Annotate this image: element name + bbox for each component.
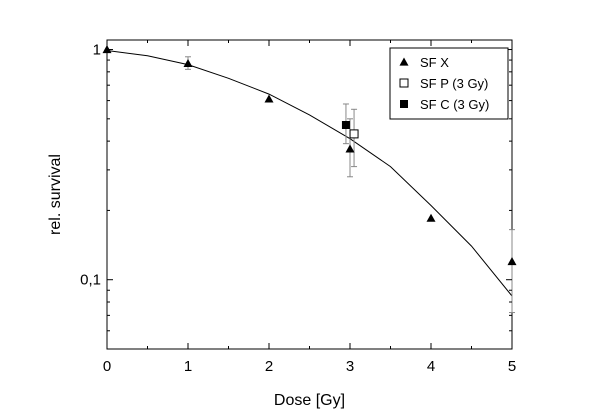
legend-label: SF X [420, 55, 449, 70]
y-tick-label: 1 [93, 42, 101, 59]
x-tick-label: 4 [427, 358, 435, 375]
data-point [426, 213, 436, 222]
axis-ticks-layer: 0 1 2 3 4 5 1 0,1 [80, 40, 516, 375]
x-tick-label: 3 [346, 358, 354, 375]
data-point [341, 121, 350, 130]
x-tick-label: 2 [265, 358, 273, 375]
legend-marker [399, 78, 409, 88]
legend-marker [399, 57, 409, 66]
fit-curve-layer [106, 50, 513, 297]
x-axis-title: Dose [Gy] [274, 392, 345, 409]
legend-label: SF C (3 Gy) [420, 97, 489, 112]
y-axis-title: rel. survival [47, 154, 64, 235]
legend-label: SF P (3 Gy) [420, 76, 488, 91]
error-bars-layer [185, 56, 515, 314]
data-point [349, 129, 359, 139]
x-tick-label: 1 [184, 358, 192, 375]
fit-curve [106, 50, 513, 297]
data-point [345, 144, 355, 153]
data-point [183, 58, 193, 68]
x-tick-label: 0 [103, 358, 111, 375]
legend: SF X SF P (3 Gy) SF C (3 Gy) [389, 47, 509, 120]
data-point [264, 94, 274, 103]
legend-box [389, 47, 509, 120]
x-tick-label: 5 [508, 358, 516, 375]
legend-marker [400, 100, 408, 108]
data-point [507, 256, 517, 266]
y-tick-label: 0,1 [80, 272, 101, 289]
